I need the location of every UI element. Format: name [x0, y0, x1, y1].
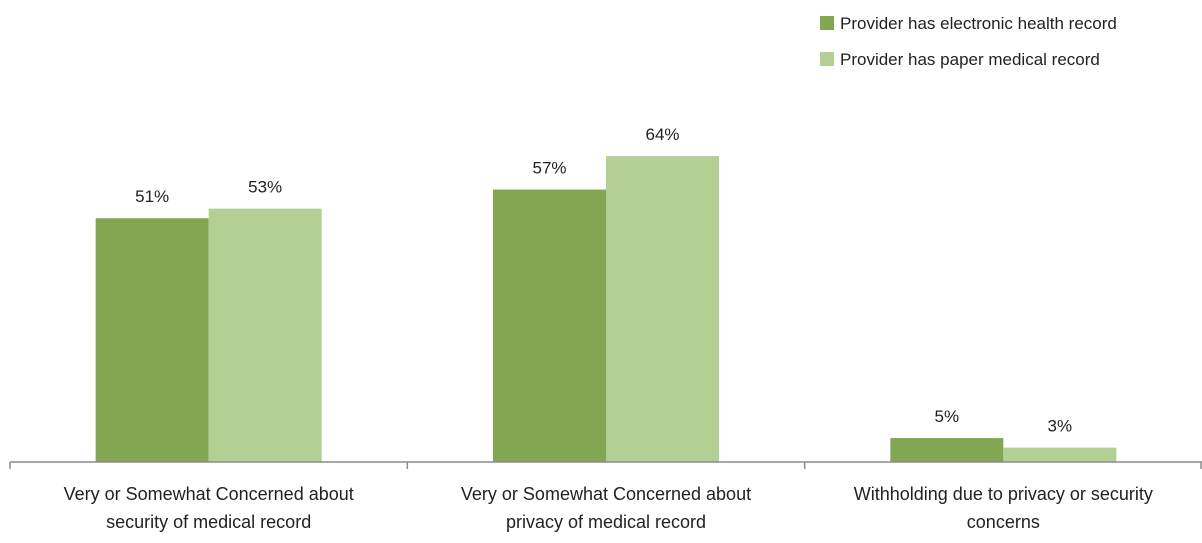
x-tick-labels: Very or Somewhat Concerned about security…	[64, 484, 1153, 532]
data-label-series1-cat1: 51%	[135, 187, 169, 206]
bar-series2-cat1	[208, 208, 322, 462]
bar-series1-cat2	[493, 189, 606, 463]
legend-label-series2: Provider has paper medical record	[840, 50, 1100, 69]
bar-series2-cat2	[606, 156, 719, 462]
legend-label-series1: Provider has electronic health record	[840, 14, 1117, 33]
data-label-series2-cat1: 53%	[248, 178, 282, 197]
bar-series1-cat3	[890, 438, 1004, 462]
data-label-series1-cat3: 5%	[935, 407, 960, 426]
x-tick-label-cat2: Very or Somewhat Concerned about privacy …	[461, 484, 751, 532]
legend-swatch-series1	[820, 16, 834, 30]
bars	[95, 156, 1117, 463]
bar-series1-cat1	[95, 218, 209, 462]
x-axis	[9, 461, 1202, 469]
data-labels: 51% 53% 57% 64% 5% 3%	[135, 125, 1072, 436]
x-tick-label-cat1: Very or Somewhat Concerned about security…	[64, 484, 354, 532]
legend: Provider has electronic health record Pro…	[820, 14, 1117, 69]
bar-series2-cat3	[1003, 447, 1117, 462]
data-label-series2-cat2: 64%	[645, 125, 679, 144]
data-label-series2-cat3: 3%	[1048, 417, 1073, 436]
x-tick-label-cat3: Withholding due to privacy or security co…	[854, 484, 1153, 532]
legend-swatch-series2	[820, 52, 834, 66]
data-label-series1-cat2: 57%	[532, 159, 566, 178]
